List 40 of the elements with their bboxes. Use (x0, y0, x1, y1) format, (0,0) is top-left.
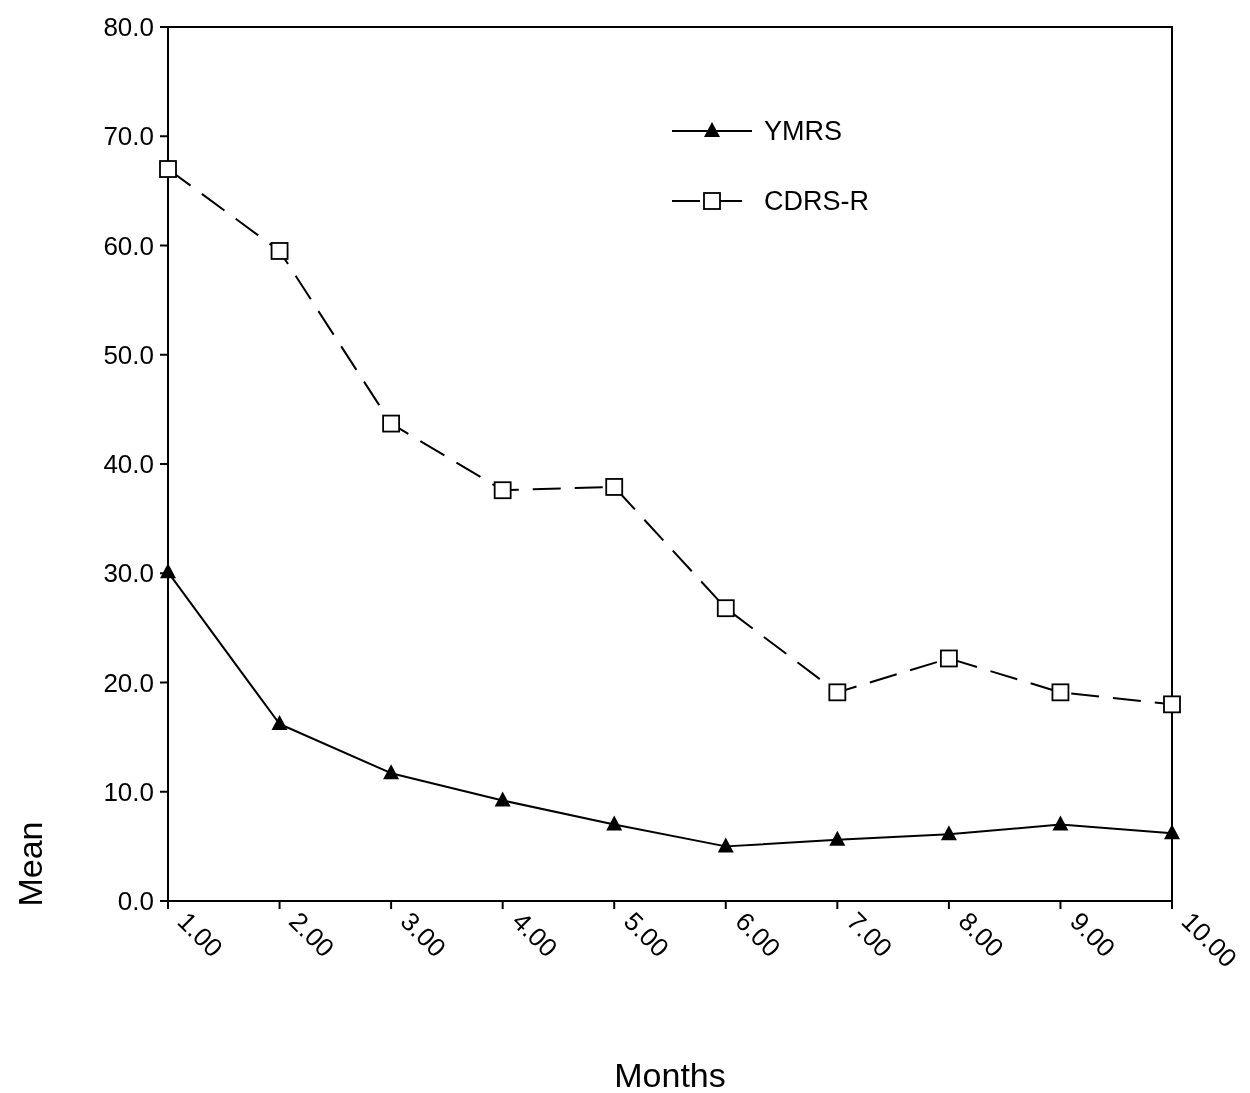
y-tick-label: 40.0 (103, 449, 154, 480)
y-tick-label: 80.0 (103, 12, 154, 43)
y-axis-title: Mean (11, 821, 49, 907)
x-tick-label: 1.00 (171, 906, 229, 964)
y-tick-label: 20.0 (103, 667, 154, 698)
point (493, 481, 512, 500)
x-tick-label: 3.00 (394, 906, 452, 964)
y-tick-label: 30.0 (103, 558, 154, 589)
y-tick-label: 10.0 (103, 776, 154, 807)
point (1163, 695, 1181, 714)
point (939, 649, 958, 668)
y-tick-label: 0.0 (117, 886, 154, 917)
x-tick-label: 9.00 (1064, 906, 1122, 964)
point (1164, 824, 1180, 840)
point (270, 242, 289, 260)
point (383, 764, 400, 780)
point (1051, 683, 1070, 702)
x-tick-label: 5.00 (617, 906, 675, 964)
x-tick-label: 2.00 (283, 906, 341, 964)
point (829, 830, 846, 846)
y-tick-label: 50.0 (103, 339, 154, 370)
point (1052, 815, 1069, 831)
point (717, 837, 734, 853)
point (716, 599, 735, 618)
point (828, 683, 847, 702)
legend-label: YMRS (764, 116, 843, 147)
x-tick-label: 4.00 (506, 906, 564, 964)
point (605, 478, 624, 496)
x-tick-label: 6.00 (729, 906, 787, 964)
point (382, 414, 401, 433)
y-tick-label: 70.0 (103, 121, 154, 152)
x-tick-label: 8.00 (952, 906, 1010, 964)
point (606, 815, 623, 831)
point (494, 791, 511, 807)
x-axis-title: Months (614, 1056, 726, 1093)
point (940, 825, 957, 841)
point (159, 160, 177, 178)
y-tick-label: 60.0 (103, 230, 154, 261)
point (271, 715, 288, 731)
legend-label: CDRS-R (764, 186, 869, 217)
